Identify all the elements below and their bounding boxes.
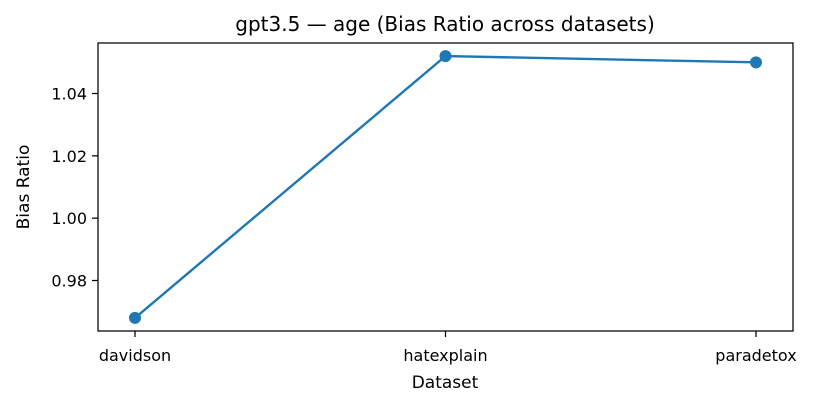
y-tick-label: 0.98 (51, 272, 87, 291)
x-tick-label-davidson: davidson (99, 346, 171, 365)
y-axis-ticks: 0.98 1.00 1.02 1.04 (51, 84, 98, 291)
x-axis-ticks: davidson hatexplain paradetox (99, 331, 797, 365)
x-tick-label-hatexplain: hatexplain (403, 346, 487, 365)
y-tick-label: 1.00 (51, 209, 87, 228)
data-point-hatexplain (439, 50, 452, 63)
plot-frame (97, 42, 794, 332)
x-axis-label: Dataset (412, 373, 479, 393)
y-tick-label: 1.02 (51, 147, 87, 166)
chart-title: gpt3.5 — age (Bias Ratio across datasets… (235, 12, 655, 36)
y-axis-label: Bias Ratio (14, 145, 34, 230)
series-line (134, 54, 757, 319)
y-tick-label: 1.04 (51, 84, 87, 103)
x-tick-label-paradetox: paradetox (715, 346, 796, 365)
data-point-davidson (129, 311, 141, 324)
series-layer (129, 50, 762, 324)
data-point-paradetox (750, 56, 762, 69)
